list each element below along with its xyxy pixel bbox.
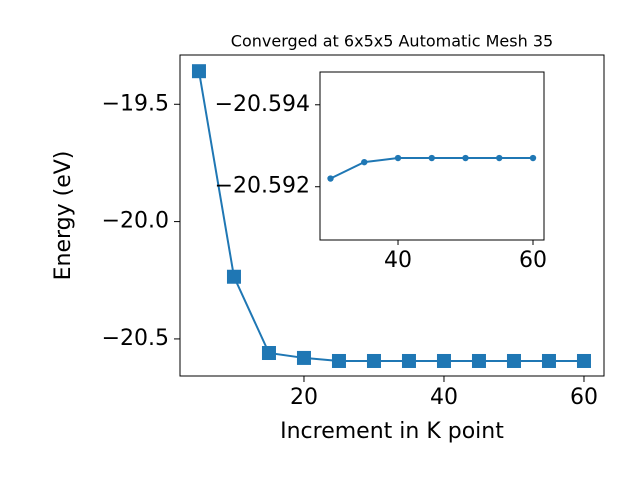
marker bbox=[529, 154, 537, 162]
marker bbox=[496, 154, 503, 162]
marker bbox=[226, 269, 241, 284]
marker bbox=[401, 353, 416, 368]
marker bbox=[327, 175, 334, 182]
marker bbox=[366, 353, 381, 368]
marker bbox=[331, 353, 346, 368]
y-tick-label: −19.5 bbox=[102, 91, 169, 116]
x-tick-label: 60 bbox=[570, 385, 598, 410]
x-tick-label: 20 bbox=[290, 385, 318, 410]
x-tick-label: 40 bbox=[430, 385, 458, 410]
marker bbox=[462, 154, 469, 162]
y-tick-label: −20.592 bbox=[215, 174, 310, 199]
marker bbox=[428, 154, 435, 162]
marker bbox=[471, 353, 486, 368]
y-tick-label: −20.5 bbox=[102, 326, 169, 351]
marker bbox=[436, 353, 451, 368]
marker bbox=[576, 353, 591, 368]
x-tick-label: 60 bbox=[519, 248, 547, 273]
y-tick-label: −20.0 bbox=[102, 209, 169, 234]
marker bbox=[261, 346, 276, 361]
chart-title: Converged at 6x5x5 Automatic Mesh 35 bbox=[231, 32, 553, 51]
x-axis-label: Increment in K point bbox=[280, 419, 504, 444]
marker bbox=[394, 154, 402, 162]
y-axis-label: Energy (eV) bbox=[51, 151, 76, 281]
x-tick-label: 40 bbox=[384, 248, 412, 273]
marker bbox=[296, 350, 311, 365]
marker bbox=[506, 353, 521, 368]
marker bbox=[541, 353, 556, 368]
marker bbox=[191, 64, 206, 79]
y-tick-label: −20.594 bbox=[215, 92, 310, 117]
marker bbox=[361, 158, 368, 166]
